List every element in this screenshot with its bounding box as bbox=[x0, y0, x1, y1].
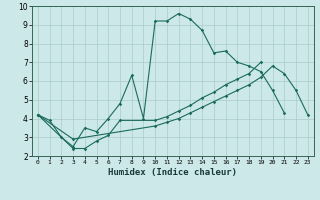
X-axis label: Humidex (Indice chaleur): Humidex (Indice chaleur) bbox=[108, 168, 237, 177]
